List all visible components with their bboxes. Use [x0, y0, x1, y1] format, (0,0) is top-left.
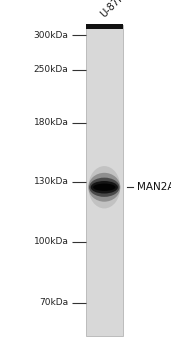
Text: 180kDa: 180kDa	[34, 118, 68, 127]
Ellipse shape	[88, 173, 120, 202]
Text: 300kDa: 300kDa	[34, 30, 68, 40]
Text: 100kDa: 100kDa	[34, 237, 68, 246]
Ellipse shape	[91, 181, 118, 194]
Text: MAN2A2: MAN2A2	[137, 182, 171, 192]
Bar	[86, 25, 123, 29]
Ellipse shape	[89, 178, 120, 197]
Text: 250kDa: 250kDa	[34, 65, 68, 75]
Ellipse shape	[88, 166, 120, 209]
Bar	[86, 25, 123, 336]
Text: 130kDa: 130kDa	[34, 177, 68, 187]
Text: 70kDa: 70kDa	[39, 298, 68, 307]
Text: U-87MG: U-87MG	[99, 0, 134, 19]
Ellipse shape	[93, 184, 115, 191]
